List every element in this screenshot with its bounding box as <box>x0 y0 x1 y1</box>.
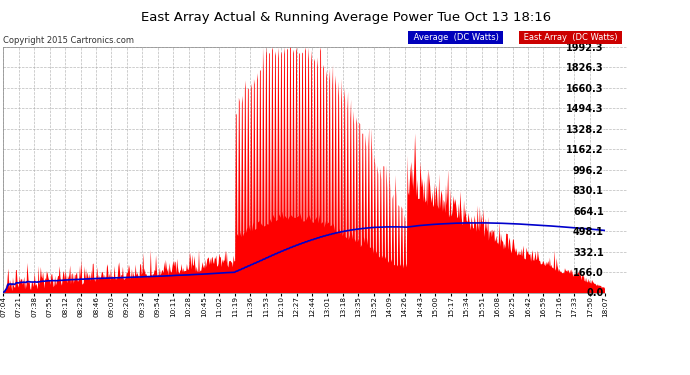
Text: Copyright 2015 Cartronics.com: Copyright 2015 Cartronics.com <box>3 36 135 45</box>
Text: East Array Actual & Running Average Power Tue Oct 13 18:16: East Array Actual & Running Average Powe… <box>141 11 551 24</box>
Text: East Array  (DC Watts): East Array (DC Watts) <box>521 33 620 42</box>
Text: Average  (DC Watts): Average (DC Watts) <box>411 33 501 42</box>
